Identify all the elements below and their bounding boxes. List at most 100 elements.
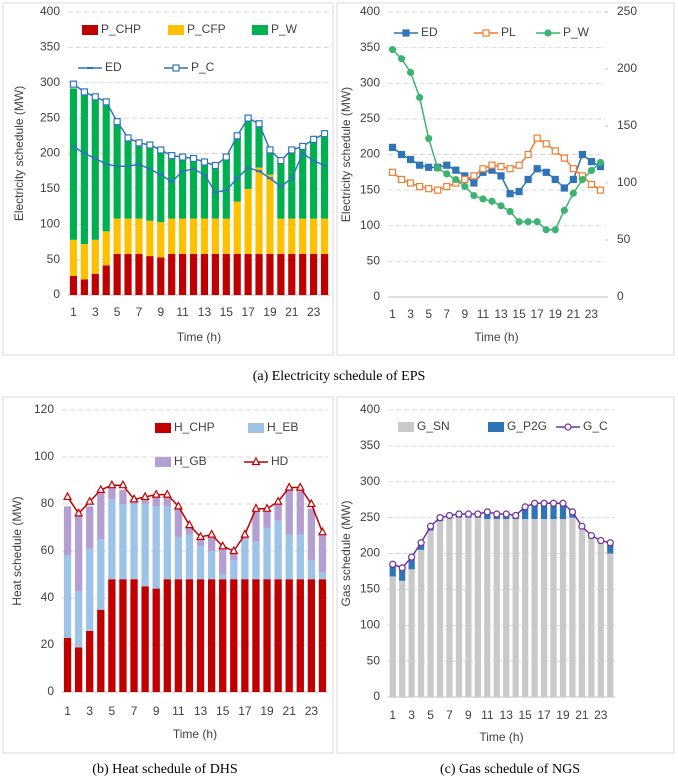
bar-segment <box>318 579 327 692</box>
bar-segment <box>252 511 260 542</box>
line-marker <box>479 195 487 203</box>
bar-segment <box>108 499 116 580</box>
bar-segment <box>91 100 99 240</box>
line-marker <box>388 168 397 176</box>
bar-segment <box>607 542 614 554</box>
bar-segment <box>189 253 198 295</box>
line-marker <box>107 479 117 489</box>
line-marker <box>426 522 435 530</box>
bar-segment <box>559 519 567 697</box>
legend-swatch <box>252 25 268 35</box>
bar-segment <box>102 265 110 295</box>
x-tick-label: 9 <box>157 305 164 319</box>
x-tick-label: 3 <box>86 704 93 718</box>
bar-segment <box>124 253 132 295</box>
line-marker <box>569 175 577 184</box>
bar-segment <box>113 121 121 219</box>
line-marker <box>549 499 558 507</box>
x-tick-label: 23 <box>594 708 608 722</box>
y-tick-label: 150 <box>360 182 380 196</box>
bar-segment <box>274 504 282 521</box>
bar-segment <box>196 536 205 547</box>
y-tick-label: 250 <box>360 111 380 125</box>
bar-segment <box>130 579 138 692</box>
bar-segment <box>74 590 83 648</box>
bar-segment <box>307 560 316 580</box>
bar-segment <box>540 503 548 520</box>
bar-segment <box>522 519 529 697</box>
bar-segment <box>86 506 94 549</box>
line-marker <box>524 175 532 184</box>
line-marker <box>606 539 614 547</box>
y-tick-label: 400 <box>360 4 380 18</box>
y-tick-label: 50 <box>47 252 61 266</box>
bar-segment <box>152 496 160 507</box>
bar-segment <box>211 253 219 295</box>
bar-segment <box>408 569 415 697</box>
line-marker <box>255 120 263 128</box>
bar-segment <box>135 253 143 295</box>
line-marker <box>497 202 505 210</box>
bar-segment <box>389 564 396 577</box>
line-marker <box>222 153 230 161</box>
line-marker <box>173 501 183 510</box>
bar-segment <box>200 161 209 219</box>
line-marker <box>560 154 568 162</box>
line-marker <box>416 93 424 102</box>
line-marker <box>262 503 272 512</box>
y-tick-label: 0 <box>373 689 380 703</box>
line-marker <box>211 161 219 170</box>
line-marker <box>389 560 397 568</box>
bar-segment <box>168 155 176 219</box>
y-tick-label: 100 <box>360 218 380 232</box>
bar-segment <box>200 253 209 295</box>
line-marker <box>542 140 550 148</box>
line-marker <box>512 511 520 520</box>
x-axis-title: Time (h) <box>479 730 523 744</box>
line-marker <box>113 118 121 126</box>
line-marker <box>284 482 294 491</box>
panel-frame <box>336 396 675 754</box>
x-tick-label: 5 <box>114 305 121 319</box>
bar-segment <box>310 253 318 295</box>
line-marker <box>506 165 514 173</box>
caption: (b) Heat schedule of DHS <box>92 762 237 777</box>
bar-segment <box>417 549 425 697</box>
line-marker <box>461 175 469 184</box>
line-marker <box>443 182 451 191</box>
line-marker <box>434 186 442 194</box>
y-tick-label: 60 <box>41 543 55 557</box>
bar-segment <box>163 506 171 580</box>
line-marker <box>251 503 261 512</box>
legend-label: G_P2G <box>507 419 547 433</box>
y-tick-label: 100 <box>360 617 380 631</box>
line-marker <box>74 508 84 517</box>
line-marker <box>408 553 416 561</box>
bar-segment <box>389 576 396 697</box>
y-tick-label: 0 <box>47 684 54 698</box>
line-marker <box>118 479 128 489</box>
line-marker <box>455 510 463 518</box>
line-marker <box>470 191 478 200</box>
x-tick-label: 15 <box>220 305 234 319</box>
line-marker <box>162 489 172 498</box>
bar-segment <box>157 149 165 223</box>
line-marker <box>218 541 228 550</box>
bar-segment <box>141 499 149 504</box>
bar-segment <box>296 579 304 692</box>
bar-segment <box>80 279 88 295</box>
bar-segment <box>493 519 500 697</box>
bar-segment <box>255 125 263 168</box>
bar-segment <box>130 504 138 580</box>
line-marker <box>578 522 586 530</box>
bar-segment <box>102 105 110 232</box>
caption: (a) Electricity schedule of EPS <box>253 369 426 384</box>
bar-segment <box>207 534 216 551</box>
bar-segment <box>222 253 230 295</box>
line-marker <box>102 98 110 106</box>
bar-segment <box>522 506 529 520</box>
line-marker <box>91 93 99 101</box>
line-marker <box>184 519 194 529</box>
legend-label: G_SN <box>417 419 450 433</box>
x-tick-label: 17 <box>531 307 545 321</box>
